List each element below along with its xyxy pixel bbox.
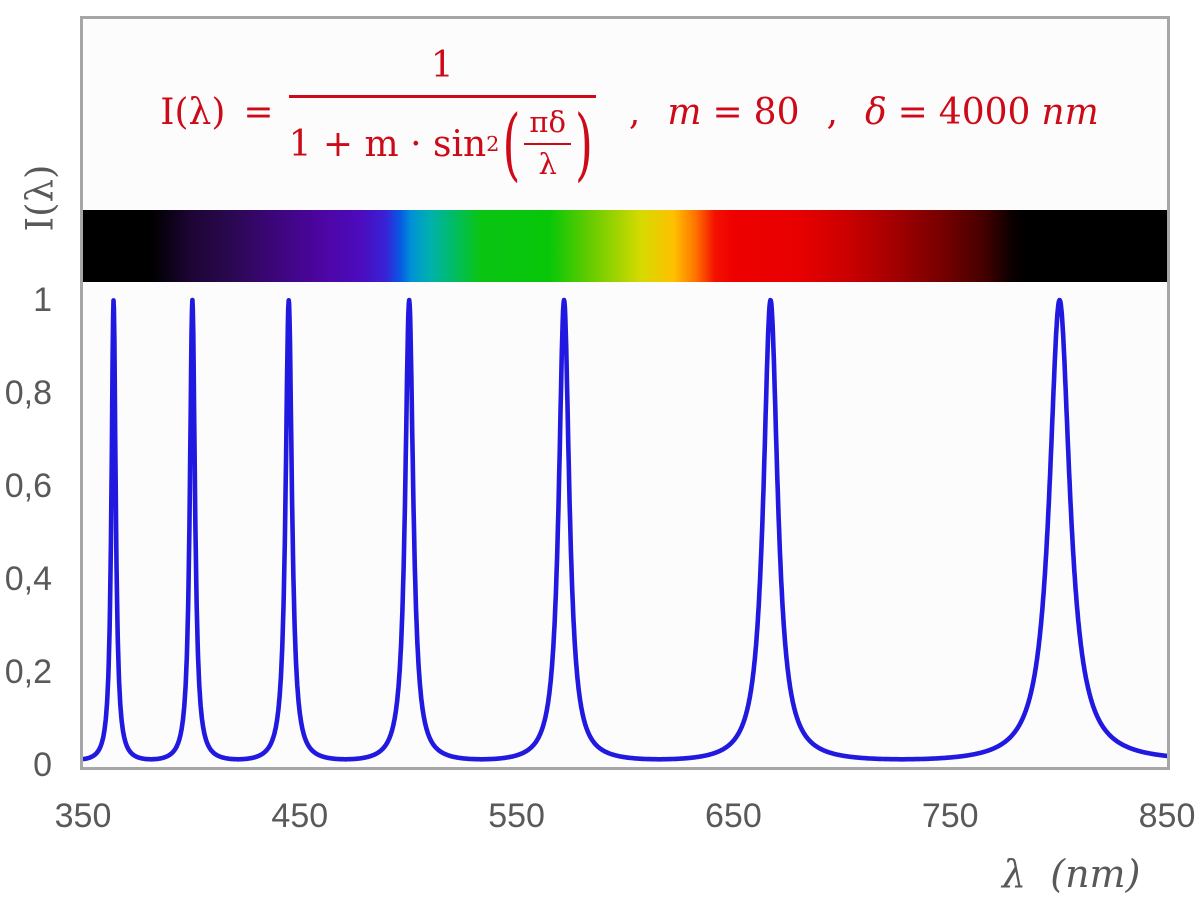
- denominator-text: 1 + m · sin: [288, 123, 487, 165]
- y-tick-label: 1: [33, 281, 52, 319]
- open-paren: (: [502, 98, 521, 191]
- delta-unit: nm: [1041, 92, 1099, 134]
- m-equals: =: [712, 92, 743, 134]
- y-tick-label: 0,8: [4, 374, 52, 412]
- intensity-plot: [83, 297, 1167, 762]
- y-tick-label: 0: [33, 746, 52, 784]
- y-tick-label: 0,4: [4, 560, 52, 598]
- x-tick-label: 350: [54, 797, 112, 835]
- param-delta: δ = 4000 nm: [865, 92, 1099, 133]
- inner-fraction: πδ λ: [524, 106, 571, 182]
- spectrum-bar: [83, 210, 1167, 282]
- x-axis-tick-labels: 350 450 550 650 750 850: [0, 796, 1200, 840]
- formula-fraction: 1 1 + m · sin 2 ( πδ λ ): [288, 45, 596, 191]
- x-tick-label: 850: [1138, 797, 1196, 835]
- y-tick-label: 0,6: [4, 467, 52, 505]
- delta-symbol: δ: [864, 92, 887, 134]
- x-tick-label: 450: [271, 797, 329, 835]
- separator-comma-1: ,: [628, 92, 641, 134]
- x-tick-label: 650: [705, 797, 762, 835]
- y-axis-tick-labels: 1 0,8 0,6 0,4 0,2 0: [0, 0, 52, 924]
- formula-equals: =: [243, 92, 274, 134]
- inner-denominator: λ: [538, 147, 557, 182]
- y-tick-label: 0,2: [4, 653, 52, 691]
- x-tick-label: 750: [921, 797, 979, 835]
- m-value: 80: [753, 92, 800, 134]
- delta-equals: =: [897, 92, 928, 134]
- m-symbol: m: [667, 92, 702, 134]
- inner-numerator: πδ: [524, 106, 571, 146]
- formula-lhs: I(λ): [160, 92, 226, 134]
- intensity-curve: [83, 297, 1167, 762]
- x-axis-title: λ (nm): [1002, 852, 1141, 896]
- close-paren: ): [574, 98, 593, 191]
- separator-comma-2: ,: [826, 92, 838, 134]
- plot-frame: I(λ) = 1 1 + m · sin 2 ( πδ λ ) , m = 80: [80, 16, 1170, 770]
- fraction-denominator: 1 + m · sin 2 ( πδ λ ): [288, 98, 593, 191]
- x-tick-label: 550: [488, 797, 545, 835]
- fraction-numerator: 1: [288, 45, 596, 99]
- param-m: m = 80: [667, 92, 799, 133]
- formula: I(λ) = 1 1 + m · sin 2 ( πδ λ ) , m = 80: [83, 45, 1167, 191]
- delta-value: 4000: [938, 92, 1031, 134]
